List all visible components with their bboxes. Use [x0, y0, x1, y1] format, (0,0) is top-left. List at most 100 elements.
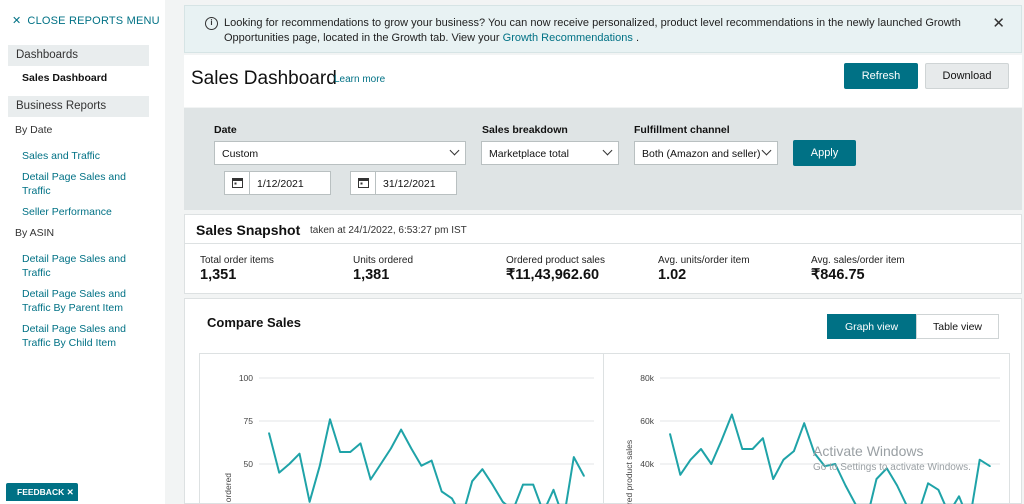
data-point — [501, 501, 504, 503]
data-point — [349, 451, 352, 453]
data-point — [532, 483, 534, 486]
data-point — [710, 463, 713, 465]
fulfillment-channel-label: Fulfillment channel — [634, 124, 730, 136]
data-point — [896, 484, 898, 487]
y-tick-label: 60k — [640, 416, 654, 426]
calendar-icon — [351, 172, 376, 194]
metric-value: 1.02 — [658, 267, 687, 283]
start-date-input[interactable]: 1/12/2021 — [224, 171, 331, 195]
metric-label: Ordered product sales — [506, 255, 605, 266]
data-point — [380, 463, 382, 465]
chevron-down-icon — [449, 145, 460, 156]
data-point — [329, 418, 331, 421]
date-select[interactable]: Custom — [214, 141, 466, 165]
table-view-toggle[interactable]: Table view — [916, 314, 999, 339]
sales-breakdown-label: Sales breakdown — [482, 124, 568, 136]
refresh-button[interactable]: Refresh — [844, 63, 918, 89]
sales-snapshot-panel — [184, 214, 1022, 294]
data-point — [369, 478, 372, 481]
metric-value: 1,351 — [200, 267, 237, 283]
download-button[interactable]: Download — [925, 63, 1009, 89]
sidebar-item-sales-and-traffic[interactable]: Sales and Traffic — [22, 150, 101, 162]
data-point — [886, 467, 888, 470]
data-point — [420, 464, 423, 467]
end-date-input[interactable]: 31/12/2021 — [350, 171, 457, 195]
learn-more-link[interactable]: Learn more — [334, 74, 386, 85]
sidebar-item-detail-page-sales-traffic[interactable]: Detail Page Sales and Traffic — [22, 171, 126, 197]
metric-label: Avg. sales/order item — [811, 255, 905, 266]
data-point — [669, 433, 671, 435]
banner-text: Looking for recommendations to grow your… — [224, 17, 961, 44]
metric-label: Total order items — [200, 255, 274, 266]
y-tick-label: 75 — [244, 416, 254, 426]
data-point — [875, 478, 878, 480]
data-point — [522, 483, 524, 486]
data-point — [844, 484, 847, 487]
data-point — [978, 458, 981, 461]
by-asin-group: By ASIN — [15, 227, 55, 239]
data-point — [319, 464, 321, 467]
growth-recommendations-link[interactable]: Growth Recommendations — [502, 32, 633, 44]
series-line — [268, 418, 585, 504]
sidebar-item-asin-child-item[interactable]: Detail Page Sales and Traffic By Child I… — [22, 323, 126, 349]
data-point — [700, 448, 702, 450]
data-point — [430, 459, 433, 462]
metric-value: ₹846.75 — [811, 267, 865, 283]
data-point — [481, 468, 484, 470]
series-line — [669, 413, 991, 504]
metric-label: Units ordered — [353, 255, 414, 266]
data-point — [471, 480, 474, 482]
data-point — [813, 452, 816, 455]
apply-button[interactable]: Apply — [793, 140, 856, 166]
data-point — [937, 489, 940, 491]
data-point — [583, 475, 585, 477]
data-point — [824, 465, 826, 467]
sidebar-item-asin-detail-page[interactable]: Detail Page Sales and Traffic — [22, 253, 126, 279]
snapshot-title: Sales Snapshot — [196, 222, 301, 238]
data-point — [268, 432, 270, 434]
data-point — [793, 450, 795, 452]
recommendation-banner: i Looking for recommendations to grow yo… — [184, 5, 1022, 53]
data-point — [359, 442, 362, 445]
close-reports-menu-button[interactable]: ✕ CLOSE REPORTS MENU — [12, 15, 160, 27]
business-reports-header: Business Reports — [8, 96, 149, 117]
data-point — [782, 458, 785, 461]
data-point — [803, 422, 805, 424]
chevron-down-icon — [761, 145, 772, 156]
data-point — [731, 413, 733, 416]
data-point — [762, 437, 764, 439]
sidebar-item-seller-performance[interactable]: Seller Performance — [22, 206, 112, 218]
fulfillment-channel-select[interactable]: Both (Amazon and seller) — [634, 141, 778, 165]
compare-sales-title: Compare Sales — [207, 315, 301, 330]
data-point — [440, 490, 443, 493]
y-axis-label: Units ordered — [223, 473, 233, 504]
page-title: Sales Dashboard — [191, 68, 337, 89]
data-point — [927, 482, 929, 485]
sidebar-item-sales-dashboard[interactable]: Sales Dashboard — [22, 72, 108, 84]
data-point — [689, 458, 692, 461]
divider — [185, 243, 1021, 244]
metric-value: 1,381 — [353, 267, 390, 283]
calendar-icon — [225, 172, 250, 194]
units-ordered-chart: 100 75 50 Units ordered — [223, 373, 594, 504]
data-point — [298, 452, 301, 455]
data-point — [720, 439, 723, 442]
data-point — [772, 478, 774, 480]
y-axis-label: Ordered product sales — [624, 440, 634, 504]
data-point — [278, 471, 280, 474]
y-tick-label: 50 — [244, 459, 254, 469]
data-point — [989, 465, 991, 467]
info-icon: i — [205, 17, 218, 30]
data-point — [741, 448, 744, 450]
sidebar-item-asin-parent-item[interactable]: Detail Page Sales and Traffic By Parent … — [22, 288, 126, 314]
data-point — [834, 463, 836, 465]
banner-close-icon[interactable]: ✕ — [992, 15, 1005, 32]
y-tick-label: 100 — [239, 373, 253, 383]
data-point — [679, 474, 682, 476]
graph-view-toggle[interactable]: Graph view — [827, 314, 916, 339]
data-point — [573, 456, 575, 458]
activate-windows-watermark: Activate Windows Go to Settings to activ… — [813, 443, 971, 473]
feedback-button[interactable]: FEEDBACK ✕ — [6, 483, 78, 501]
sales-breakdown-select[interactable]: Marketplace total — [481, 141, 619, 165]
data-point — [958, 495, 960, 498]
